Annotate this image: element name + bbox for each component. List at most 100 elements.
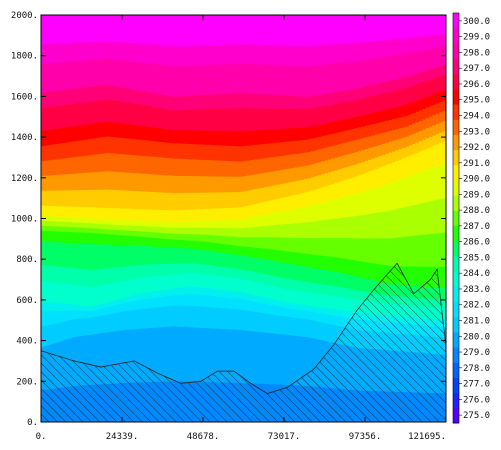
field-cell (213, 151, 218, 161)
field-cell (206, 306, 211, 311)
field-cell (304, 114, 309, 122)
field-cell (61, 52, 66, 63)
field-cell (98, 107, 103, 116)
field-cell (54, 43, 59, 54)
field-cell (176, 230, 180, 234)
field-cell (169, 122, 174, 130)
field-cell (135, 154, 140, 165)
field-cell (47, 129, 52, 138)
field-cell (203, 298, 207, 304)
field-cell (78, 69, 83, 80)
field-cell (41, 107, 45, 116)
field-cell (294, 102, 299, 110)
field-cell (213, 34, 218, 46)
field-cell (267, 259, 272, 266)
field-cell (321, 228, 326, 239)
field-cell (257, 357, 261, 371)
field-cell (327, 15, 332, 26)
field-cell (57, 318, 62, 323)
field-cell (149, 226, 153, 230)
field-cell (250, 310, 255, 315)
field-cell (219, 64, 224, 75)
field-cell (138, 172, 143, 183)
field-cell (152, 63, 157, 74)
field-cell (135, 61, 140, 72)
field-cell (162, 252, 167, 259)
field-cell (149, 155, 153, 166)
field-cell (88, 312, 93, 316)
field-cell (297, 127, 302, 135)
field-cell (192, 183, 197, 193)
field-cell (287, 101, 292, 109)
field-cell (64, 15, 69, 25)
field-cell (71, 242, 76, 252)
field-cell (304, 307, 309, 311)
field-cell (145, 228, 150, 232)
field-cell (95, 333, 99, 347)
field-cell (287, 85, 292, 96)
field-cell (132, 15, 137, 25)
field-cell (47, 43, 52, 54)
field-cell (98, 129, 103, 138)
field-cell (240, 191, 245, 200)
field-cell (165, 353, 170, 368)
field-cell (51, 249, 56, 259)
field-cell (74, 156, 79, 166)
field-cell (260, 214, 265, 221)
field-cell (304, 55, 309, 67)
field-cell (270, 236, 275, 244)
field-cell (270, 275, 275, 281)
field-cell (88, 198, 93, 208)
field-cell (236, 223, 241, 229)
field-cell (196, 223, 201, 228)
field-cell (277, 303, 282, 307)
field-cell (284, 250, 288, 258)
field-cell (203, 24, 207, 36)
field-cell (219, 207, 224, 217)
field-cell (209, 310, 214, 315)
field-cell (169, 35, 174, 46)
field-cell (74, 217, 79, 221)
field-cell (135, 312, 140, 316)
field-cell (155, 229, 160, 233)
field-cell (115, 50, 120, 60)
field-cell (122, 342, 126, 357)
field-cell (203, 302, 207, 307)
field-cell (246, 303, 251, 308)
field-cell (267, 84, 272, 95)
field-cell (213, 115, 218, 124)
field-cell (236, 232, 241, 238)
field-cell (57, 282, 62, 292)
field-cell (219, 355, 224, 370)
field-cell (51, 90, 56, 100)
field-cell (44, 280, 49, 290)
field-cell (189, 158, 194, 168)
field-cell (338, 131, 342, 138)
field-cell (226, 235, 231, 241)
field-cell (101, 207, 106, 217)
field-cell (236, 138, 241, 147)
field-cell (290, 208, 295, 217)
field-cell (176, 273, 180, 280)
field-cell (327, 200, 332, 211)
field-cell (162, 209, 167, 219)
field-cell (321, 129, 326, 137)
field-cell (149, 237, 153, 241)
field-cell (280, 162, 285, 170)
field-cell (125, 24, 130, 34)
field-cell (199, 129, 204, 138)
field-cell (304, 301, 309, 306)
field-cell (270, 199, 275, 208)
field-cell (213, 108, 218, 117)
field-cell (233, 100, 238, 109)
field-cell (273, 114, 278, 123)
field-cell (307, 324, 312, 338)
field-cell (206, 220, 211, 225)
field-cell (246, 63, 251, 74)
field-cell (270, 301, 275, 306)
field-cell (260, 268, 265, 274)
field-cell (152, 200, 157, 210)
field-cell (54, 330, 59, 343)
field-cell (152, 275, 157, 283)
field-cell (142, 251, 147, 259)
